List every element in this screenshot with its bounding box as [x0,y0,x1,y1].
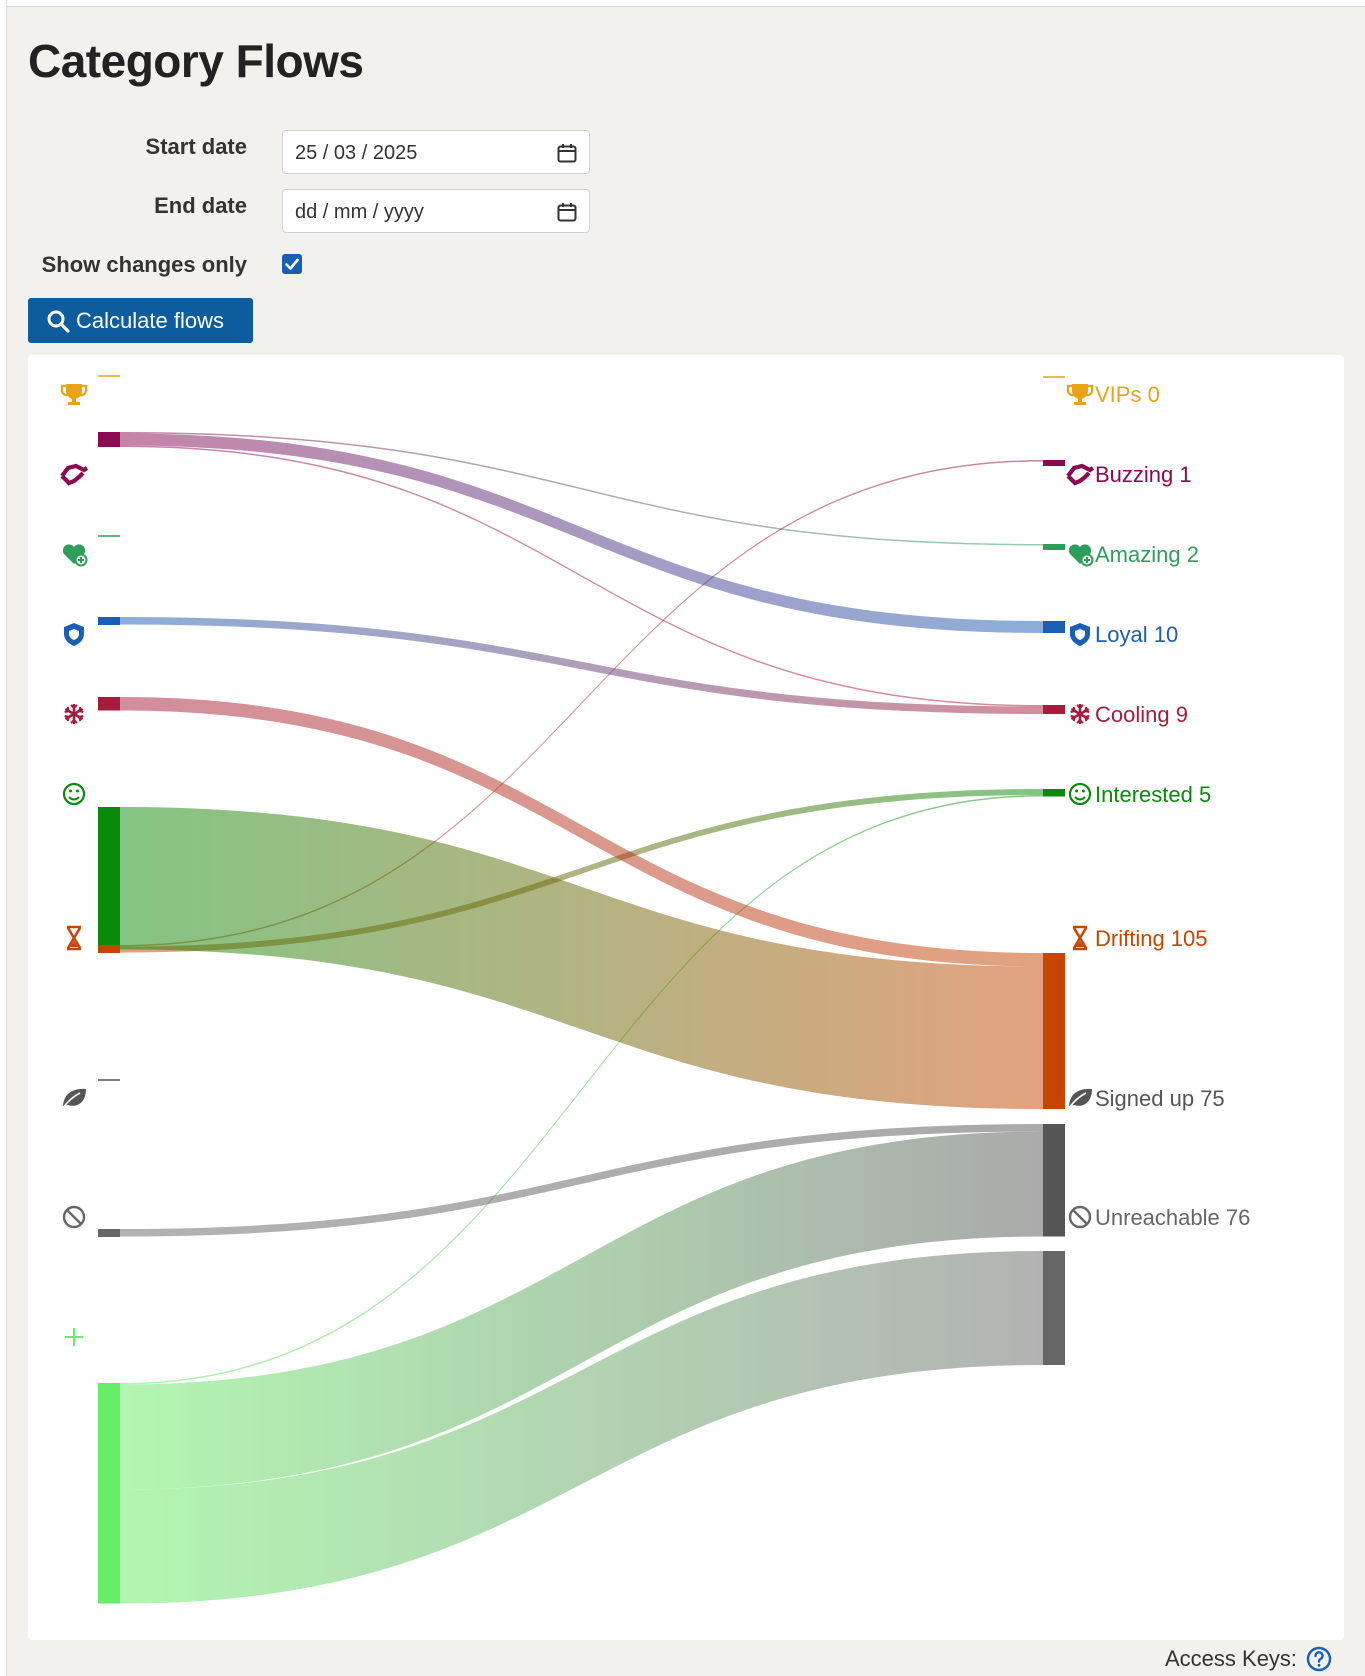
right-node-drifting[interactable] [1043,953,1065,1109]
hourglass-icon [66,925,82,951]
flow-link-unreachable-to-signedup[interactable] [120,1124,1043,1237]
start-date-label: Start date [145,134,247,159]
right-node-buzzing[interactable] [1043,460,1065,466]
right-label-loyal: Loyal 10 [1095,622,1178,647]
right-node-cooling[interactable] [1043,705,1065,714]
show-changes-label: Show changes only [41,252,247,277]
right-node-signedup[interactable] [1043,1124,1065,1237]
left-node-buzzing[interactable] [98,432,120,447]
window-top-edge [0,0,1365,7]
flow-links [120,432,1043,1604]
flow-link-buzzing-to-amazing[interactable] [120,432,1043,546]
right-label-vips: VIPs 0 [1095,382,1160,407]
right-node-amazing[interactable] [1043,544,1065,550]
right-label-cooling: Cooling 9 [1095,702,1188,727]
handshake-icon [60,463,89,486]
calendar-icon[interactable] [557,202,577,222]
end-date-placeholder: dd / mm / yyyy [295,201,424,223]
start-date-input[interactable]: 25 / 03 / 2025 [282,130,590,174]
right-label-unreachable: Unreachable 76 [1095,1205,1250,1230]
show-changes-checkbox[interactable] [282,254,302,274]
window-left-edge [0,0,7,1676]
left-node-loyal[interactable] [98,617,120,625]
help-icon[interactable] [1306,1646,1332,1672]
nodes: VIPs 0 Buzzing 1 Amazing 2 Loyal 10 Cooling … [98,375,1250,1604]
plus-icon [65,1328,83,1346]
access-keys-label: Access Keys: [1165,1646,1298,1671]
flow-link-new-to-interested[interactable] [120,795,1043,1385]
search-icon [47,310,70,333]
snowflake-icon [1070,704,1090,724]
flow-link-buzzing-to-cooling[interactable] [120,445,1043,707]
checkmark-icon [285,258,299,270]
end-date-input[interactable]: dd / mm / yyyy [282,189,590,233]
shield-icon [64,623,84,646]
start-date-value: 25 / 03 / 2025 [295,142,418,164]
right-label-signedup: Signed up 75 [1095,1086,1225,1111]
right-node-loyal[interactable] [1043,621,1065,633]
right-node-unreachable[interactable] [1043,1251,1065,1365]
calculate-flows-label: Calculate flows [76,308,224,333]
right-label-amazing: Amazing 2 [1095,542,1199,567]
smiley-icon [62,782,86,806]
shield-icon [1070,623,1090,646]
trophy-icon [60,384,88,405]
leaf-icon [1068,1088,1092,1109]
hourglass-icon [1072,925,1088,951]
calendar-icon[interactable] [557,143,577,163]
flow-link-drifting-to-interested[interactable] [120,789,1043,953]
flow-link-new-to-signedup[interactable] [120,1131,1043,1490]
end-date-label: End date [154,193,247,218]
flow-link-cooling-to-drifting[interactable] [120,697,1043,967]
right-label-interested: Interested 5 [1095,782,1211,807]
blocked-icon [1068,1205,1092,1229]
left-node-new[interactable] [98,1383,120,1604]
right-label-buzzing: Buzzing 1 [1095,462,1192,487]
left-node-drifting[interactable] [98,945,120,953]
trophy-icon [1066,384,1094,405]
leaf-icon [62,1088,86,1109]
flow-link-buzzing-to-loyal[interactable] [120,433,1043,634]
left-node-cooling[interactable] [98,697,120,711]
calculate-flows-button[interactable]: Calculate flows [28,298,253,343]
heart-plus-icon [62,544,88,567]
flow-link-new-to-unreachable[interactable] [120,1251,1043,1604]
heart-plus-icon [1068,544,1094,567]
handshake-icon [1066,463,1095,486]
left-node-interested[interactable] [98,807,120,950]
blocked-icon [62,1205,86,1229]
flow-link-drifting-to-buzzing[interactable] [120,460,1043,947]
right-node-interested[interactable] [1043,789,1065,797]
sankey-chart: VIPs 0 Buzzing 1 Amazing 2 Loyal 10 Cooling … [60,375,1250,1604]
flow-link-loyal-to-cooling[interactable] [120,617,1043,714]
page-title: Category Flows [28,35,364,87]
left-node-unreachable[interactable] [98,1229,120,1237]
right-label-drifting: Drifting 105 [1095,926,1208,951]
smiley-icon [1068,782,1092,806]
chart-panel: VIPs 0 Buzzing 1 Amazing 2 Loyal 10 Cooling … [28,355,1344,1640]
snowflake-icon [64,704,84,724]
flow-link-interested-to-drifting[interactable] [120,807,1043,1109]
